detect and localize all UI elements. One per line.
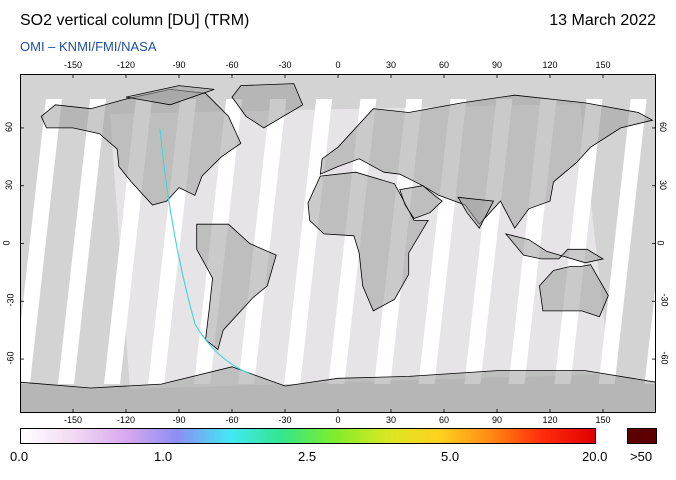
map-canvas <box>20 74 656 413</box>
swath-band <box>284 99 333 384</box>
lon-tick-label: 90 <box>491 60 502 70</box>
continent-arctic-islands <box>125 85 215 106</box>
swath-band <box>58 99 107 384</box>
continent-arabia <box>399 185 443 219</box>
bottom-longitude-axis: -150 -120 -90 -60 -30 0 30 60 90 120 150 <box>20 415 656 427</box>
so2-map: -150 -120 -90 -60 -30 0 30 60 90 120 150… <box>2 60 670 425</box>
orbit-track-line <box>159 128 251 375</box>
lon-tick-label: -90 <box>172 60 186 70</box>
lon-tick-label: -60 <box>225 60 239 70</box>
colorbar-gradient <box>20 428 596 444</box>
swath-band <box>598 99 647 384</box>
lon-tick-label: -30 <box>278 60 292 70</box>
lat-tick-label: 0 <box>1 239 12 246</box>
colorbar-label-0: 0.0 <box>10 449 29 464</box>
lat-tick-label: 60 <box>4 121 15 132</box>
lat-tick-label: 60 <box>658 121 669 132</box>
colorbar-label-20: 20.0 <box>582 449 608 464</box>
continent-indonesia <box>504 233 605 264</box>
lon-tick-label: 60 <box>438 415 449 425</box>
lat-tick-label: 30 <box>658 179 669 190</box>
lon-tick-label: -150 <box>63 60 82 70</box>
top-longitude-axis: -150 -120 -90 -60 -30 0 30 60 90 120 150 <box>20 60 656 72</box>
colorbar-label-5: 5.0 <box>441 449 460 464</box>
lon-tick-label: 90 <box>491 415 502 425</box>
lon-tick-label: -90 <box>172 415 186 425</box>
continent-europe-asia <box>319 94 654 229</box>
lon-tick-label: 30 <box>385 60 396 70</box>
lon-tick-label: -120 <box>116 415 135 425</box>
colorbar-label-over-50: >50 <box>630 449 653 464</box>
lat-tick-label: 0 <box>655 239 666 246</box>
lat-tick-label: -30 <box>5 293 16 307</box>
lon-tick-label: -150 <box>63 415 82 425</box>
lat-tick-label: -60 <box>659 351 670 365</box>
lon-tick-label: -120 <box>116 60 135 70</box>
colorbar-overflow-swatch <box>627 428 657 444</box>
swath-band <box>238 99 287 384</box>
lon-tick-label: 120 <box>542 415 558 425</box>
swath-band <box>328 99 377 384</box>
swath-band <box>644 282 656 384</box>
lon-tick-label: 30 <box>385 415 396 425</box>
swath-band <box>20 99 62 384</box>
lat-tick-label: 30 <box>4 179 15 190</box>
continent-india <box>457 196 495 229</box>
lon-tick-label: 0 <box>335 60 341 70</box>
swath-band <box>554 99 603 384</box>
map-date: 13 March 2022 <box>549 12 656 29</box>
lat-tick-label: -30 <box>659 293 670 307</box>
land-masses <box>20 83 656 413</box>
colorbar-label-1: 1.0 <box>154 449 173 464</box>
continent-south-america <box>196 223 277 351</box>
graticule-ticks <box>20 74 656 413</box>
continent-africa <box>307 171 429 312</box>
lon-tick-label: 60 <box>438 60 449 70</box>
lon-tick-label: -30 <box>278 415 292 425</box>
lon-tick-label: 150 <box>595 415 611 425</box>
colorbar-label-2-5: 2.5 <box>298 449 317 464</box>
lon-tick-label: 0 <box>335 415 341 425</box>
data-source-credit: OMI – KNMI/FMI/NASA <box>20 39 157 54</box>
continent-australia <box>538 264 609 318</box>
lon-tick-label: 120 <box>542 60 558 70</box>
lat-tick-label: -60 <box>5 351 16 365</box>
lon-tick-label: 150 <box>595 60 611 70</box>
continent-greenland <box>231 83 304 129</box>
page-title: SO2 vertical column [DU] (TRM) <box>20 12 250 29</box>
continent-antarctica <box>20 366 656 413</box>
lon-tick-label: -60 <box>225 415 239 425</box>
